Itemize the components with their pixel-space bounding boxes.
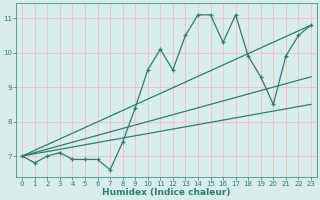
X-axis label: Humidex (Indice chaleur): Humidex (Indice chaleur) <box>102 188 231 197</box>
